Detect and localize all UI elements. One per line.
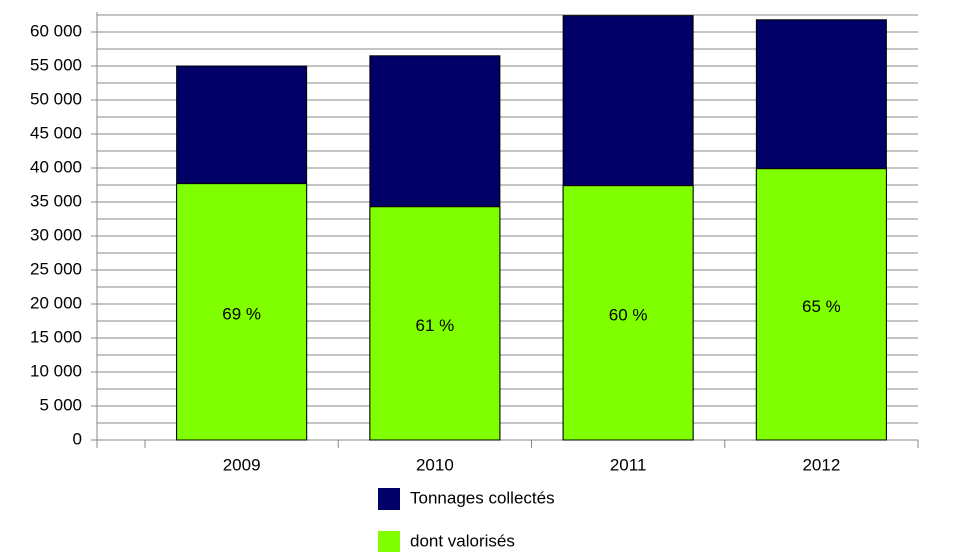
y-tick-label: 20 000 xyxy=(30,293,82,312)
y-tick-label: 40 000 xyxy=(30,157,82,176)
y-tick-label: 25 000 xyxy=(30,259,82,278)
x-tick-label: 2012 xyxy=(802,455,840,474)
data-label: 60 % xyxy=(609,305,648,324)
legend-label: dont valorisés xyxy=(410,531,515,550)
bar xyxy=(755,168,887,441)
data-label: 69 % xyxy=(222,304,261,323)
y-tick-label: 5 000 xyxy=(39,395,82,414)
x-tick-label: 2009 xyxy=(223,455,261,474)
y-tick-label: 55 000 xyxy=(30,55,82,74)
legend-swatch xyxy=(378,488,400,510)
data-label: 65 % xyxy=(802,297,841,316)
y-tick-label: 60 000 xyxy=(30,21,82,40)
y-tick-label: 35 000 xyxy=(30,191,82,210)
y-tick-label: 50 000 xyxy=(30,89,82,108)
y-tick-label: 45 000 xyxy=(30,123,82,142)
x-tick-label: 2011 xyxy=(610,455,647,474)
legend-swatch xyxy=(378,531,400,553)
y-tick-label: 10 000 xyxy=(30,361,82,380)
bar xyxy=(176,183,308,441)
y-tick-label: 15 000 xyxy=(30,327,82,346)
bar xyxy=(562,185,694,441)
y-tick-label: 0 xyxy=(73,429,82,448)
data-label: 61 % xyxy=(416,316,455,335)
bar xyxy=(369,206,501,441)
y-tick-label: 30 000 xyxy=(30,225,82,244)
x-tick-label: 2010 xyxy=(416,455,454,474)
legend-label: Tonnages collectés xyxy=(410,488,555,507)
